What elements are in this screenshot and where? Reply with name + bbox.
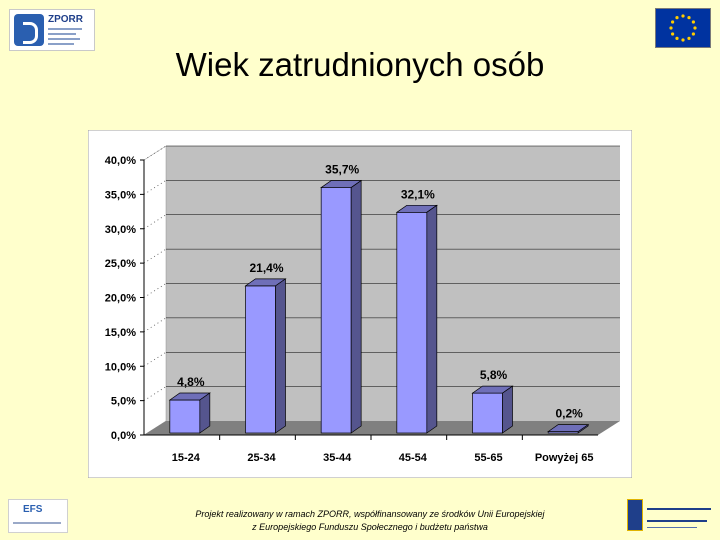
gridline-side: [143, 248, 167, 264]
gridline-side: [143, 214, 167, 230]
european-social-fund-logo: [627, 497, 713, 533]
y-tick-label: 40,0%: [105, 155, 136, 167]
y-tick-label: 5,0%: [111, 396, 136, 408]
footer-note: Projekt realizowany w ramach ZPORR, wspó…: [160, 508, 580, 534]
x-tick-label: Powyżej 65: [535, 452, 594, 464]
bar-45-54: [396, 211, 428, 434]
data-label: 5,8%: [480, 368, 508, 382]
eu-star: [671, 20, 675, 24]
y-tick-label: 25,0%: [105, 258, 136, 270]
bar-side: [275, 278, 286, 434]
eu-star: [687, 16, 691, 20]
zporr-mark-icon: [14, 14, 44, 46]
plot-side-wall: [143, 145, 167, 436]
eu-star: [691, 32, 695, 36]
gridline-side: [143, 145, 167, 161]
y-tick-label: 30,0%: [105, 224, 136, 236]
x-tick-label: 35-44: [323, 452, 352, 464]
eu-star: [681, 14, 685, 18]
eu-flag-icon: [655, 8, 711, 48]
y-tick-label: 10,0%: [105, 361, 136, 373]
data-label: 35,7%: [325, 163, 359, 177]
gridline-side: [143, 317, 167, 333]
bar-side: [577, 423, 589, 434]
y-tick-label: 35,0%: [105, 189, 136, 201]
eu-star: [693, 26, 697, 30]
data-label: 4,8%: [177, 375, 205, 389]
eu-star: [675, 16, 679, 20]
zporr-logo: ZPORR: [9, 9, 95, 51]
bar-chart: 0,0% 5,0% 10,0% 15,0% 20,0% 25,0% 30,0% 35,0% 40…: [88, 130, 632, 478]
slide-title: Wiek zatrudnionych osób: [175, 46, 545, 83]
data-label: 21,4%: [249, 261, 283, 275]
bar-side: [350, 179, 362, 434]
efs-logo-text: EFS: [23, 504, 43, 515]
footer-line-2: z Europejskiego Funduszu Społecznego i b…: [252, 522, 488, 532]
data-label: 32,1%: [401, 187, 435, 201]
bar-55-65: [472, 392, 503, 434]
eu-star: [691, 20, 695, 24]
x-tick-label: 45-54: [399, 452, 428, 464]
eu-star: [671, 32, 675, 36]
bar-15-24: [169, 399, 201, 434]
eu-star: [675, 36, 679, 40]
gridline-side: [143, 351, 167, 367]
bar-side: [502, 385, 513, 434]
gridline-side: [143, 283, 167, 298]
eu-star: [669, 26, 673, 30]
x-tick-label: 15-24: [172, 452, 201, 464]
x-tick-label: 55-65: [474, 452, 502, 464]
y-tick-label: 20,0%: [105, 293, 136, 305]
bar-side: [426, 204, 438, 434]
bar-side: [199, 392, 211, 434]
zporr-logo-text: ZPORR: [48, 14, 83, 25]
y-tick-label: 0,0%: [111, 430, 136, 442]
data-label: 0,2%: [555, 407, 583, 421]
footer-line-1: Projekt realizowany w ramach ZPORR, wspó…: [195, 509, 545, 519]
gridline-side: [143, 180, 167, 195]
eu-star: [687, 36, 691, 40]
x-tick-label: 25-34: [247, 452, 276, 464]
bar-25-34: [245, 285, 276, 434]
bar-35-44: [320, 187, 352, 434]
y-tick-label: 15,0%: [105, 327, 136, 339]
gridline-side: [143, 386, 167, 401]
emblem-icon: [627, 499, 643, 531]
eu-star: [681, 38, 685, 42]
efs-logo: EFS: [8, 499, 68, 533]
